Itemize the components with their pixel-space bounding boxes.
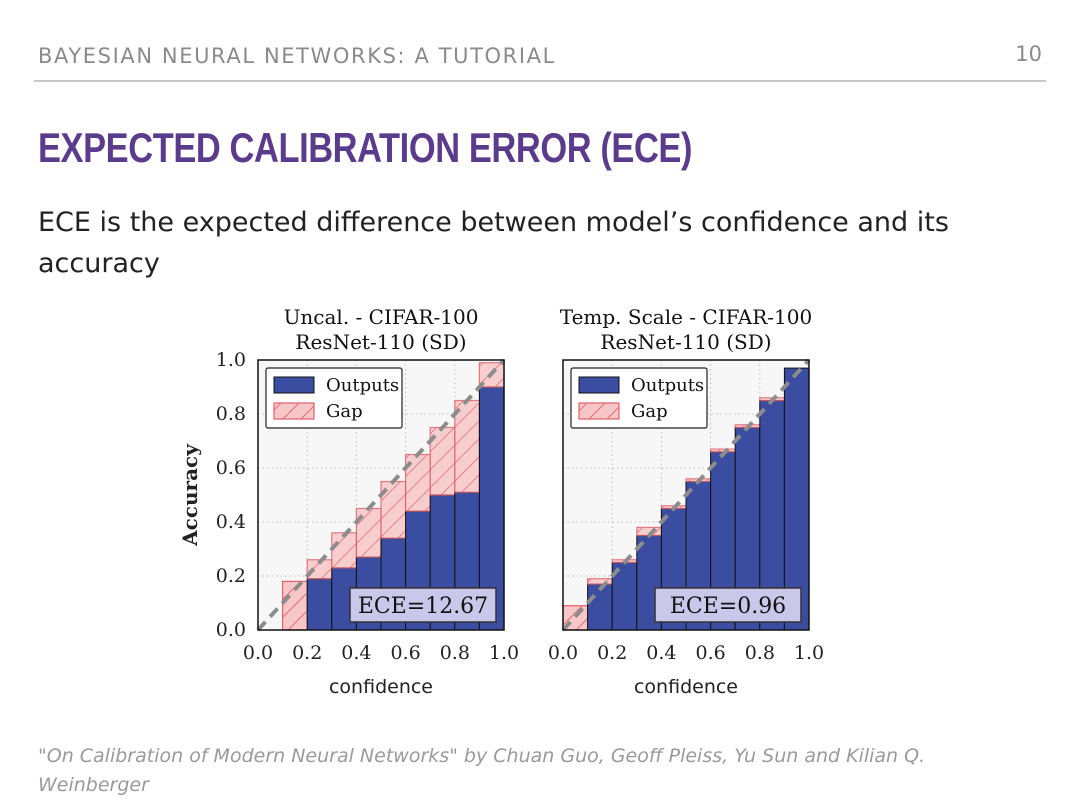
x-axis-label: confidence	[329, 676, 433, 698]
y-tick-label: 0.6	[216, 457, 246, 479]
x-tick-label: 0.0	[243, 642, 273, 664]
x-tick-label: 0.6	[390, 642, 420, 664]
chart-title: Uncal. - CIFAR-100	[284, 305, 479, 329]
ece-annotation: ECE=12.67	[358, 594, 488, 619]
ece-annotation-box	[654, 587, 802, 623]
outputs-bar	[587, 583, 613, 631]
ece-annotation: ECE=0.96	[670, 594, 786, 619]
plot-frame	[562, 359, 810, 631]
y-tick-label: 0.8	[216, 403, 246, 425]
legend-swatch-gap	[578, 402, 620, 420]
x-tick-label: 0.2	[292, 642, 322, 664]
citation: "On Calibration of Modern Neural Network…	[38, 745, 926, 796]
x-tick-label: 0.6	[695, 642, 725, 664]
legend-label-outputs: Outputs	[326, 375, 399, 396]
chart-title: ResNet-110 (SD)	[600, 330, 771, 354]
legend-label-outputs: Outputs	[631, 375, 704, 396]
x-tick-label: 1.0	[794, 642, 824, 664]
y-axis-label: Accuracy	[178, 443, 202, 547]
legend: Outputs Gap	[570, 367, 708, 429]
gap-bar	[709, 448, 736, 453]
gap-bar	[586, 578, 613, 585]
y-tick-label: 0.0	[216, 619, 246, 641]
chart-title: ResNet-110 (SD)	[295, 330, 466, 354]
legend-swatch-outputs	[578, 376, 620, 394]
x-tick-label: 0.4	[341, 642, 371, 664]
x-tick-label: 0.0	[548, 642, 578, 664]
legend: Outputs Gap	[265, 367, 403, 429]
x-axis-label: confidence	[634, 676, 738, 698]
y-tick-label: 0.2	[216, 565, 246, 587]
plot-frame	[257, 359, 505, 631]
page-number: 10	[1015, 42, 1042, 66]
header-divider	[34, 80, 1046, 82]
header-title: BAYESIAN NEURAL NETWORKS: A TUTORIAL	[38, 44, 556, 68]
y-tick-label: 1.0	[216, 349, 246, 371]
chart-panel-1: Outputs Gap ECE=12.67 Uncal. - CIFAR-100Res…	[178, 305, 519, 698]
diagonal-line	[256, 358, 506, 632]
diagonal-line	[561, 358, 811, 632]
y-tick-label: 0.4	[216, 511, 246, 533]
x-tick-label: 0.4	[646, 642, 676, 664]
x-tick-label: 1.0	[489, 642, 519, 664]
outputs-bar	[783, 367, 810, 631]
legend-label-gap: Gap	[326, 401, 363, 422]
slide-title: EXPECTED CALIBRATION ERROR (ECE)	[38, 124, 693, 171]
gap-bar	[331, 532, 357, 569]
legend-label-gap: Gap	[631, 401, 668, 422]
chart-title: Temp. Scale - CIFAR-100	[560, 305, 812, 329]
gap-bar	[454, 399, 480, 493]
legend-swatch-gap	[273, 402, 315, 420]
x-tick-label: 0.8	[745, 642, 775, 664]
slide-body-text: ECE is the expected difference between m…	[38, 207, 949, 279]
legend-swatch-outputs	[273, 376, 315, 394]
x-tick-label: 0.2	[597, 642, 627, 664]
outputs-bar	[306, 578, 333, 631]
ece-annotation-box	[349, 587, 497, 623]
x-tick-label: 0.8	[440, 642, 470, 664]
chart-panel-2: Outputs Gap ECE=0.96 Temp. Scale - CIFAR-10…	[548, 305, 824, 698]
